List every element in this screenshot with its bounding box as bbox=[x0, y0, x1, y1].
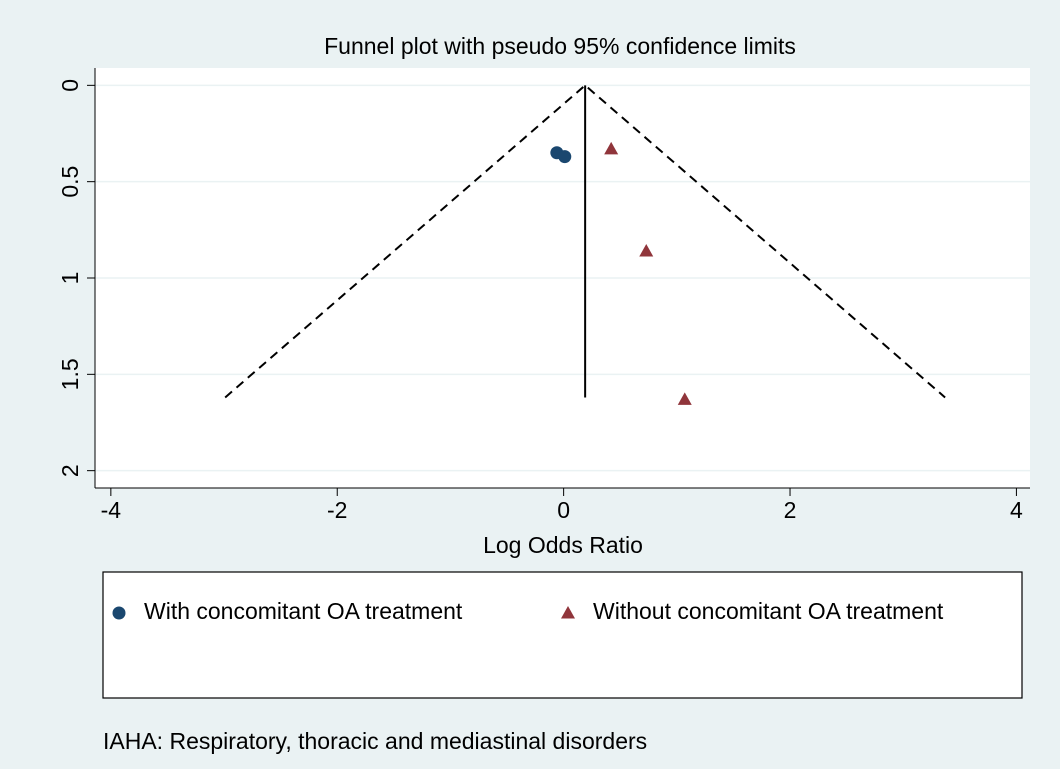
x-tick-label: -2 bbox=[327, 497, 347, 523]
x-axis-label: Log Odds Ratio bbox=[483, 532, 643, 558]
x-tick-label: 0 bbox=[557, 497, 570, 523]
marker bbox=[677, 392, 692, 405]
y-tick-label: 2 bbox=[57, 464, 83, 477]
marker bbox=[639, 244, 654, 257]
y-tick-label: 0.5 bbox=[57, 166, 83, 198]
note: IAHA: Respiratory, thoracic and mediasti… bbox=[103, 728, 647, 754]
legend-label: Without concomitant OA treatment bbox=[593, 598, 944, 624]
legend-marker bbox=[561, 606, 575, 619]
legend-label: With concomitant OA treatment bbox=[144, 598, 463, 624]
y-tick-label: 0 bbox=[57, 79, 83, 92]
y-tick-label: 1 bbox=[57, 272, 83, 285]
y-tick-label: 1.5 bbox=[57, 358, 83, 390]
chart-title: Funnel plot with pseudo 95% confidence l… bbox=[324, 33, 796, 59]
legend-marker bbox=[112, 606, 126, 620]
marker bbox=[558, 150, 572, 164]
marker bbox=[604, 141, 619, 155]
legend-box bbox=[102, 571, 1023, 699]
x-tick-label: 2 bbox=[784, 497, 797, 523]
x-tick-label: -4 bbox=[101, 497, 122, 523]
funnel-line bbox=[224, 84, 946, 399]
x-tick-label: 4 bbox=[1010, 497, 1023, 523]
